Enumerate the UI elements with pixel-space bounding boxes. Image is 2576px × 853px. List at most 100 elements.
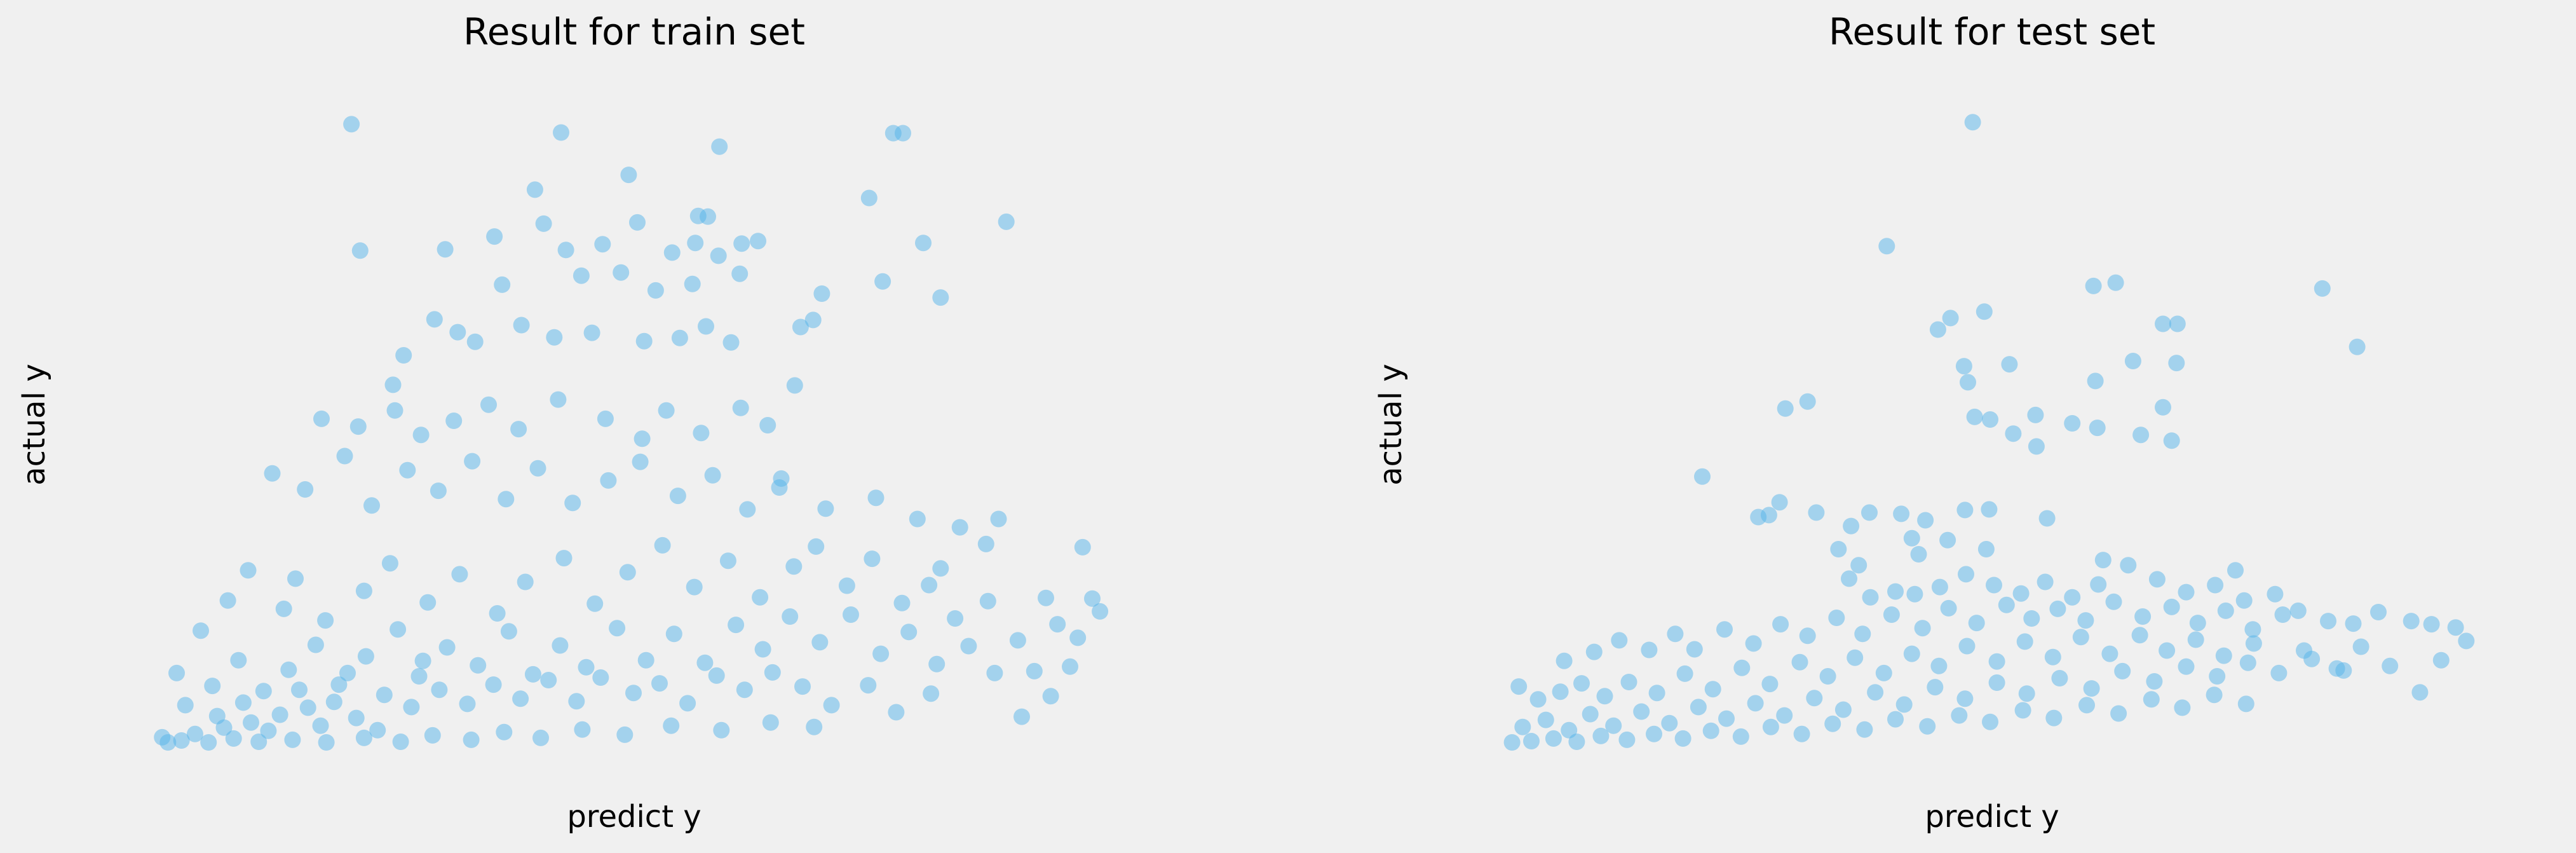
train-point-57 bbox=[634, 430, 651, 447]
test-point-118 bbox=[1847, 649, 1864, 666]
test-point-158 bbox=[2237, 695, 2254, 713]
test-point-22 bbox=[1982, 411, 1998, 428]
train-point-188 bbox=[284, 731, 301, 748]
test-point-71 bbox=[2458, 632, 2475, 650]
test-point-155 bbox=[2143, 691, 2160, 708]
train-point-94 bbox=[275, 600, 292, 617]
test-point-46 bbox=[1850, 557, 1868, 574]
train-point-52 bbox=[445, 413, 463, 429]
test-point-120 bbox=[1903, 645, 1920, 662]
train-point-179 bbox=[708, 667, 725, 684]
train-point-81 bbox=[909, 510, 926, 528]
train-point-138 bbox=[524, 665, 541, 683]
train-point-132 bbox=[357, 648, 374, 665]
train-point-98 bbox=[381, 555, 398, 572]
test-point-97 bbox=[2077, 612, 2094, 629]
test-point-179 bbox=[2083, 680, 2100, 697]
train-point-152 bbox=[928, 655, 946, 672]
test-point-93 bbox=[1968, 615, 1985, 632]
train-point-143 bbox=[665, 625, 682, 643]
test-point-20 bbox=[2155, 399, 2171, 416]
test-point-98 bbox=[2105, 593, 2122, 610]
train-point-32 bbox=[731, 265, 749, 282]
train-chart: Result for train set actual y predict y bbox=[17, 10, 1109, 835]
train-point-128 bbox=[255, 683, 272, 700]
train-point-118 bbox=[1009, 632, 1026, 649]
test-chart: Result for test set actual y predict y bbox=[1373, 10, 2475, 835]
train-point-53 bbox=[480, 396, 497, 413]
train-point-169 bbox=[431, 681, 448, 699]
train-point-157 bbox=[888, 704, 905, 721]
test-point-111 bbox=[1648, 685, 1665, 702]
train-point-165 bbox=[325, 693, 342, 711]
test-point-0 bbox=[1964, 114, 1981, 131]
test-point-29 bbox=[1694, 468, 1711, 485]
train-point-55 bbox=[550, 391, 567, 408]
train-point-101 bbox=[489, 605, 506, 622]
train-point-160 bbox=[186, 725, 203, 742]
train-point-129 bbox=[280, 661, 297, 678]
test-point-103 bbox=[2244, 621, 2261, 638]
test-point-43 bbox=[1910, 546, 1927, 563]
train-chart-ylabel: actual y bbox=[17, 364, 52, 485]
train-point-88 bbox=[1049, 616, 1066, 633]
test-point-56 bbox=[2064, 589, 2081, 606]
train-point-7 bbox=[860, 189, 878, 207]
test-point-75 bbox=[2352, 638, 2369, 655]
test-point-54 bbox=[2012, 585, 2030, 602]
train-point-80 bbox=[867, 489, 885, 507]
train-point-48 bbox=[313, 410, 330, 427]
test-point-80 bbox=[1611, 632, 1628, 649]
train-point-75 bbox=[669, 488, 686, 505]
test-point-18 bbox=[1777, 400, 1794, 417]
train-point-137 bbox=[500, 623, 517, 640]
test-point-79 bbox=[1585, 643, 1603, 660]
train-point-68 bbox=[430, 482, 447, 500]
train-point-209 bbox=[414, 652, 431, 669]
train-point-139 bbox=[552, 637, 569, 654]
test-point-161 bbox=[1561, 721, 1578, 739]
train-point-205 bbox=[291, 681, 308, 699]
test-point-166 bbox=[1690, 699, 1707, 716]
train-point-56 bbox=[597, 410, 614, 427]
train-point-0 bbox=[343, 116, 360, 133]
train-point-60 bbox=[732, 399, 749, 416]
train-point-182 bbox=[794, 678, 811, 695]
train-point-108 bbox=[719, 552, 736, 570]
test-point-128 bbox=[2131, 627, 2148, 644]
test-point-6 bbox=[1929, 321, 1946, 338]
test-point-65 bbox=[2320, 613, 2336, 630]
train-point-144 bbox=[696, 654, 714, 671]
train-point-40 bbox=[583, 324, 600, 341]
train-point-106 bbox=[654, 536, 671, 554]
train-point-47 bbox=[786, 377, 803, 394]
train-point-49 bbox=[349, 418, 367, 435]
test-point-187 bbox=[2335, 662, 2352, 679]
test-point-42 bbox=[1903, 529, 1920, 547]
train-point-74 bbox=[632, 453, 649, 470]
test-point-101 bbox=[2189, 615, 2206, 632]
test-point-52 bbox=[1958, 566, 1974, 583]
train-point-51 bbox=[412, 426, 430, 444]
train-point-65 bbox=[336, 447, 353, 465]
train-point-91 bbox=[193, 622, 209, 639]
train-point-30 bbox=[647, 282, 664, 299]
train-point-195 bbox=[532, 729, 549, 746]
train-point-67 bbox=[399, 461, 416, 479]
test-point-104 bbox=[2274, 606, 2291, 623]
test-point-35 bbox=[1861, 504, 1878, 521]
train-point-204 bbox=[260, 722, 277, 739]
test-point-171 bbox=[1834, 701, 1852, 718]
train-point-72 bbox=[564, 495, 581, 512]
test-chart-ylabel: actual y bbox=[1373, 364, 1409, 485]
test-point-138 bbox=[1618, 731, 1636, 748]
test-point-36 bbox=[1893, 505, 1910, 522]
train-chart-title: Result for train set bbox=[463, 10, 805, 53]
train-point-164 bbox=[299, 699, 316, 716]
train-point-102 bbox=[517, 573, 534, 590]
test-point-13 bbox=[2001, 356, 2018, 373]
test-point-78 bbox=[1556, 652, 1573, 669]
train-point-78 bbox=[771, 479, 788, 496]
train-point-120 bbox=[1069, 629, 1087, 646]
test-point-72 bbox=[2432, 652, 2450, 669]
